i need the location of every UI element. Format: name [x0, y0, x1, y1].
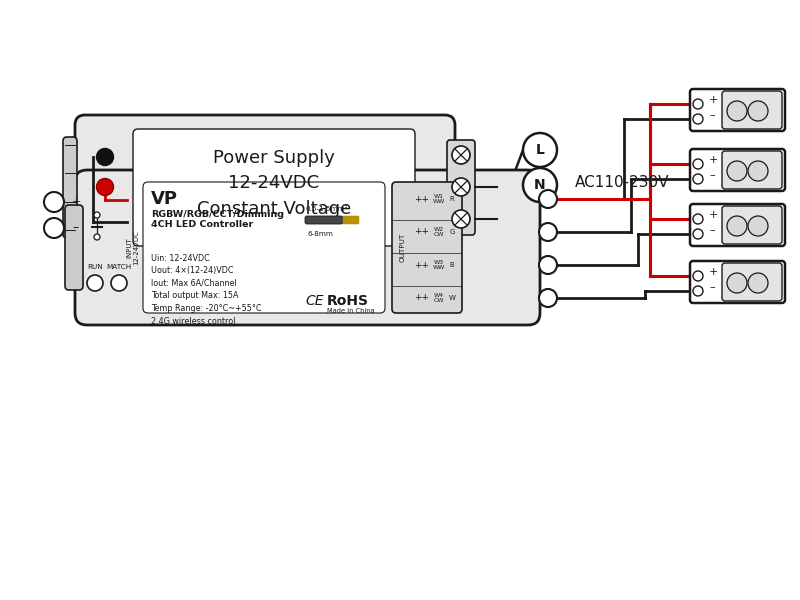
Circle shape [111, 275, 127, 291]
Text: –: – [709, 110, 714, 120]
Circle shape [693, 99, 703, 109]
Circle shape [727, 161, 747, 181]
FancyBboxPatch shape [75, 170, 540, 325]
Circle shape [748, 101, 768, 121]
FancyBboxPatch shape [447, 140, 475, 235]
Circle shape [693, 174, 703, 184]
Text: RoHS: RoHS [327, 294, 369, 308]
Text: INPUT
12-24VDC: INPUT 12-24VDC [126, 230, 139, 265]
Text: RUN: RUN [87, 264, 103, 270]
Text: B: B [450, 262, 454, 268]
Circle shape [693, 229, 703, 239]
Text: W4
CW: W4 CW [434, 293, 444, 304]
Text: W1
WW: W1 WW [433, 194, 445, 205]
Text: L: L [535, 143, 545, 157]
Text: Power Supply
12-24VDC
Constant Voltage: Power Supply 12-24VDC Constant Voltage [197, 149, 351, 218]
Circle shape [748, 216, 768, 236]
FancyBboxPatch shape [133, 129, 415, 246]
Text: CE: CE [305, 294, 323, 308]
FancyBboxPatch shape [63, 137, 77, 238]
Text: 6-8mm: 6-8mm [307, 231, 333, 237]
Circle shape [539, 223, 557, 241]
FancyBboxPatch shape [722, 206, 782, 244]
FancyBboxPatch shape [343, 216, 359, 224]
Text: W: W [449, 295, 455, 301]
Text: +: + [709, 155, 718, 165]
Circle shape [44, 218, 64, 238]
Circle shape [539, 289, 557, 307]
FancyBboxPatch shape [690, 89, 785, 131]
Text: +: + [709, 210, 718, 220]
Circle shape [693, 159, 703, 169]
Text: ++: ++ [414, 194, 430, 203]
Text: ++: ++ [414, 260, 430, 269]
Text: +: + [71, 197, 81, 207]
Circle shape [693, 271, 703, 281]
Circle shape [748, 161, 768, 181]
Circle shape [97, 148, 114, 166]
Circle shape [727, 101, 747, 121]
Text: ++: ++ [414, 293, 430, 302]
Circle shape [452, 210, 470, 228]
Circle shape [94, 234, 100, 240]
Text: W3
WW: W3 WW [433, 260, 445, 271]
Text: Uin: 12-24VDC
Uout: 4×(12-24)VDC
Iout: Max 6A/Channel
Total output Max: 15A
Temp: Uin: 12-24VDC Uout: 4×(12-24)VDC Iout: M… [151, 254, 262, 325]
Circle shape [539, 256, 557, 274]
FancyBboxPatch shape [722, 91, 782, 129]
Text: –: – [709, 170, 714, 180]
Circle shape [97, 179, 114, 196]
FancyBboxPatch shape [75, 115, 455, 260]
Circle shape [94, 212, 100, 218]
Text: –: – [73, 221, 79, 235]
FancyBboxPatch shape [305, 216, 343, 224]
FancyBboxPatch shape [690, 261, 785, 303]
Circle shape [452, 146, 470, 164]
Text: –: – [709, 225, 714, 235]
FancyBboxPatch shape [143, 182, 385, 313]
Text: MATCH: MATCH [106, 264, 132, 270]
Circle shape [727, 273, 747, 293]
FancyBboxPatch shape [690, 204, 785, 246]
Text: OUTPUT: OUTPUT [400, 233, 406, 262]
Text: +: + [709, 267, 718, 277]
Circle shape [523, 168, 557, 202]
Circle shape [693, 214, 703, 224]
Circle shape [748, 273, 768, 293]
Circle shape [693, 286, 703, 296]
Text: AC110-230V: AC110-230V [575, 175, 670, 190]
FancyBboxPatch shape [722, 263, 782, 301]
Text: –: – [709, 282, 714, 292]
Text: N: N [534, 178, 546, 192]
Text: 0.5-1.5mm²: 0.5-1.5mm² [305, 206, 347, 212]
Text: G: G [450, 229, 454, 235]
Circle shape [452, 178, 470, 196]
Circle shape [727, 216, 747, 236]
Text: R: R [450, 196, 454, 202]
Circle shape [693, 114, 703, 124]
FancyBboxPatch shape [65, 205, 83, 290]
Text: RGBW/RGB/CCT/Dimming
4CH LED Controller: RGBW/RGB/CCT/Dimming 4CH LED Controller [151, 210, 284, 229]
Circle shape [87, 275, 103, 291]
FancyBboxPatch shape [722, 151, 782, 189]
FancyBboxPatch shape [392, 182, 462, 313]
Text: W2
CW: W2 CW [434, 227, 444, 238]
Text: ++: ++ [414, 227, 430, 236]
Text: +: + [709, 95, 718, 105]
Text: Made in China: Made in China [327, 308, 374, 314]
Circle shape [523, 133, 557, 167]
FancyBboxPatch shape [690, 149, 785, 191]
Text: VP: VP [151, 190, 178, 208]
Circle shape [44, 192, 64, 212]
Circle shape [539, 190, 557, 208]
